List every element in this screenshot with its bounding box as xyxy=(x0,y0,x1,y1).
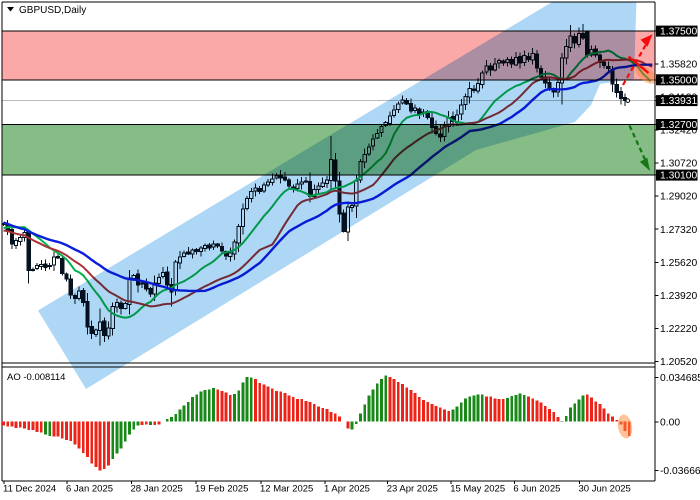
svg-text:1.35820: 1.35820 xyxy=(660,59,697,70)
svg-text:15 May 2025: 15 May 2025 xyxy=(450,484,505,495)
svg-text:12 Mar 2025: 12 Mar 2025 xyxy=(260,484,313,495)
svg-text:6 Jan 2025: 6 Jan 2025 xyxy=(66,484,113,495)
svg-text:0.00: 0.00 xyxy=(660,418,680,429)
svg-text:AO -0.008114: AO -0.008114 xyxy=(7,372,65,383)
svg-text:1.20520: 1.20520 xyxy=(660,357,697,368)
svg-text:28 Jan 2025: 28 Jan 2025 xyxy=(131,484,183,495)
svg-text:30 Jun 2025: 30 Jun 2025 xyxy=(579,484,631,495)
svg-text:GBPUSD,Daily: GBPUSD,Daily xyxy=(19,5,86,16)
svg-text:1.27320: 1.27320 xyxy=(660,225,697,236)
svg-text:1.35000: 1.35000 xyxy=(660,75,697,86)
svg-text:1.32420: 1.32420 xyxy=(660,126,697,137)
svg-text:1.22220: 1.22220 xyxy=(660,324,697,335)
svg-text:1.30100: 1.30100 xyxy=(660,171,697,182)
svg-text:0.034685: 0.034685 xyxy=(660,373,700,384)
svg-text:6 Jun 2025: 6 Jun 2025 xyxy=(513,484,560,495)
svg-text:11 Dec 2024: 11 Dec 2024 xyxy=(3,484,56,495)
svg-text:1.32700: 1.32700 xyxy=(660,120,697,131)
svg-text:19 Feb 2025: 19 Feb 2025 xyxy=(195,484,248,495)
svg-text:1.30720: 1.30720 xyxy=(660,159,697,170)
svg-text:1 Apr 2025: 1 Apr 2025 xyxy=(324,484,370,495)
svg-text:1.37500: 1.37500 xyxy=(660,27,697,38)
svg-text:23 Apr 2025: 23 Apr 2025 xyxy=(387,484,438,495)
svg-text:-0.036664: -0.036664 xyxy=(660,466,700,477)
svg-text:1.33931: 1.33931 xyxy=(660,96,697,107)
svg-text:1.29020: 1.29020 xyxy=(660,192,697,203)
svg-text:1.23920: 1.23920 xyxy=(660,291,697,302)
svg-text:1.25620: 1.25620 xyxy=(660,258,697,269)
